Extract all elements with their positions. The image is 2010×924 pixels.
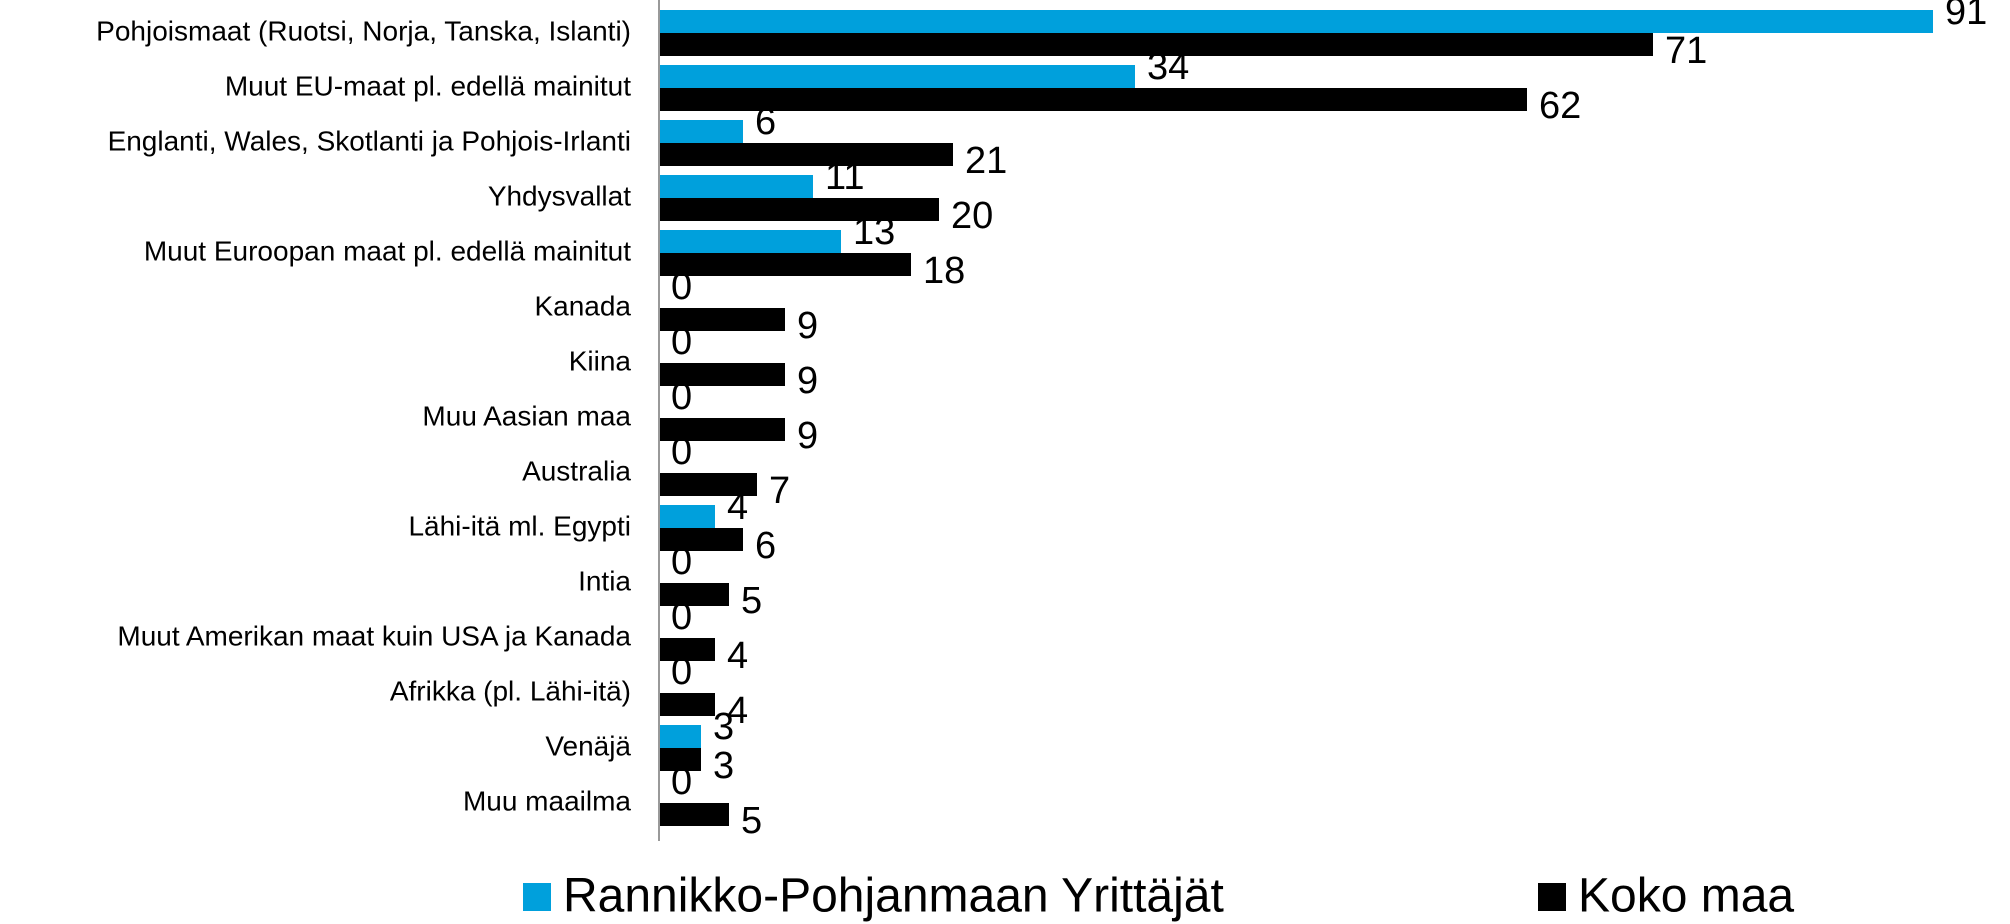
- value-label: 0: [671, 266, 692, 308]
- value-label: 9: [797, 360, 818, 402]
- bar: [659, 88, 1527, 111]
- bar: [659, 473, 757, 496]
- category-label: Muut Amerikan maat kuin USA ja Kanada: [117, 620, 631, 651]
- value-label: 6: [755, 101, 776, 143]
- bar: [659, 505, 715, 528]
- value-label: 13: [853, 211, 895, 253]
- bar: [659, 693, 715, 716]
- value-label: 34: [1147, 46, 1189, 88]
- category-label: Pohjoismaat (Ruotsi, Norja, Tanska, Isla…: [96, 15, 631, 46]
- category-label: Afrikka (pl. Lähi-itä): [390, 675, 631, 706]
- value-label: 4: [727, 690, 748, 732]
- value-label: 0: [671, 321, 692, 363]
- value-label: 71: [1665, 30, 1707, 72]
- value-label: 5: [741, 580, 762, 622]
- bar: [659, 418, 785, 441]
- value-label: 0: [671, 761, 692, 803]
- value-label: 0: [671, 651, 692, 693]
- bar: [659, 363, 785, 386]
- legend-swatch: [523, 883, 551, 911]
- value-label: 20: [951, 195, 993, 237]
- value-label: 4: [727, 486, 748, 528]
- bar: [659, 198, 939, 221]
- value-label: 11: [825, 156, 864, 198]
- value-label: 91: [1945, 0, 1987, 33]
- value-label: 18: [923, 250, 965, 292]
- category-label: Yhdysvallat: [488, 180, 631, 211]
- value-label: 0: [671, 596, 692, 638]
- bar: [659, 803, 729, 826]
- value-label: 4: [727, 635, 748, 677]
- value-label: 3: [713, 745, 734, 787]
- category-label: Lähi-itä ml. Egypti: [408, 510, 631, 541]
- category-label: Kanada: [534, 290, 631, 321]
- bar: [659, 65, 1135, 88]
- bar: [659, 583, 729, 606]
- category-label: Kiina: [569, 345, 632, 376]
- category-label: Muu Aasian maa: [422, 400, 631, 431]
- value-label: 6: [755, 525, 776, 567]
- bar: [659, 748, 701, 771]
- value-label: 62: [1539, 85, 1581, 127]
- category-label: Intia: [578, 565, 631, 596]
- category-label: Venäjä: [545, 730, 631, 761]
- bar: [659, 10, 1933, 33]
- bar: [659, 253, 911, 276]
- value-label: 0: [671, 431, 692, 473]
- category-label: Muut Euroopan maat pl. edellä mainitut: [144, 235, 631, 266]
- value-label: 9: [797, 305, 818, 347]
- bar: [659, 638, 715, 661]
- value-label: 0: [671, 541, 692, 583]
- value-label: 3: [713, 706, 734, 748]
- value-label: 9: [797, 415, 818, 457]
- bar: [659, 528, 743, 551]
- bar: [659, 230, 841, 253]
- legend-label: Koko maa: [1578, 870, 1794, 923]
- bar: [659, 308, 785, 331]
- category-label: Muu maailma: [463, 785, 631, 816]
- category-label: Australia: [522, 455, 631, 486]
- legend-swatch: [1538, 883, 1566, 911]
- category-label: Muut EU-maat pl. edellä mainitut: [225, 70, 631, 101]
- bar: [659, 725, 701, 748]
- bar: [659, 143, 953, 166]
- value-label: 5: [741, 800, 762, 842]
- value-label: 0: [671, 376, 692, 418]
- bar: [659, 120, 743, 143]
- value-label: 7: [769, 470, 790, 512]
- bar: [659, 175, 813, 198]
- legend-label: Rannikko-Pohjanmaan Yrittäjät: [563, 870, 1224, 923]
- bar: [659, 33, 1653, 56]
- value-label: 21: [965, 140, 1007, 182]
- category-label: Englanti, Wales, Skotlanti ja Pohjois-Ir…: [108, 125, 631, 156]
